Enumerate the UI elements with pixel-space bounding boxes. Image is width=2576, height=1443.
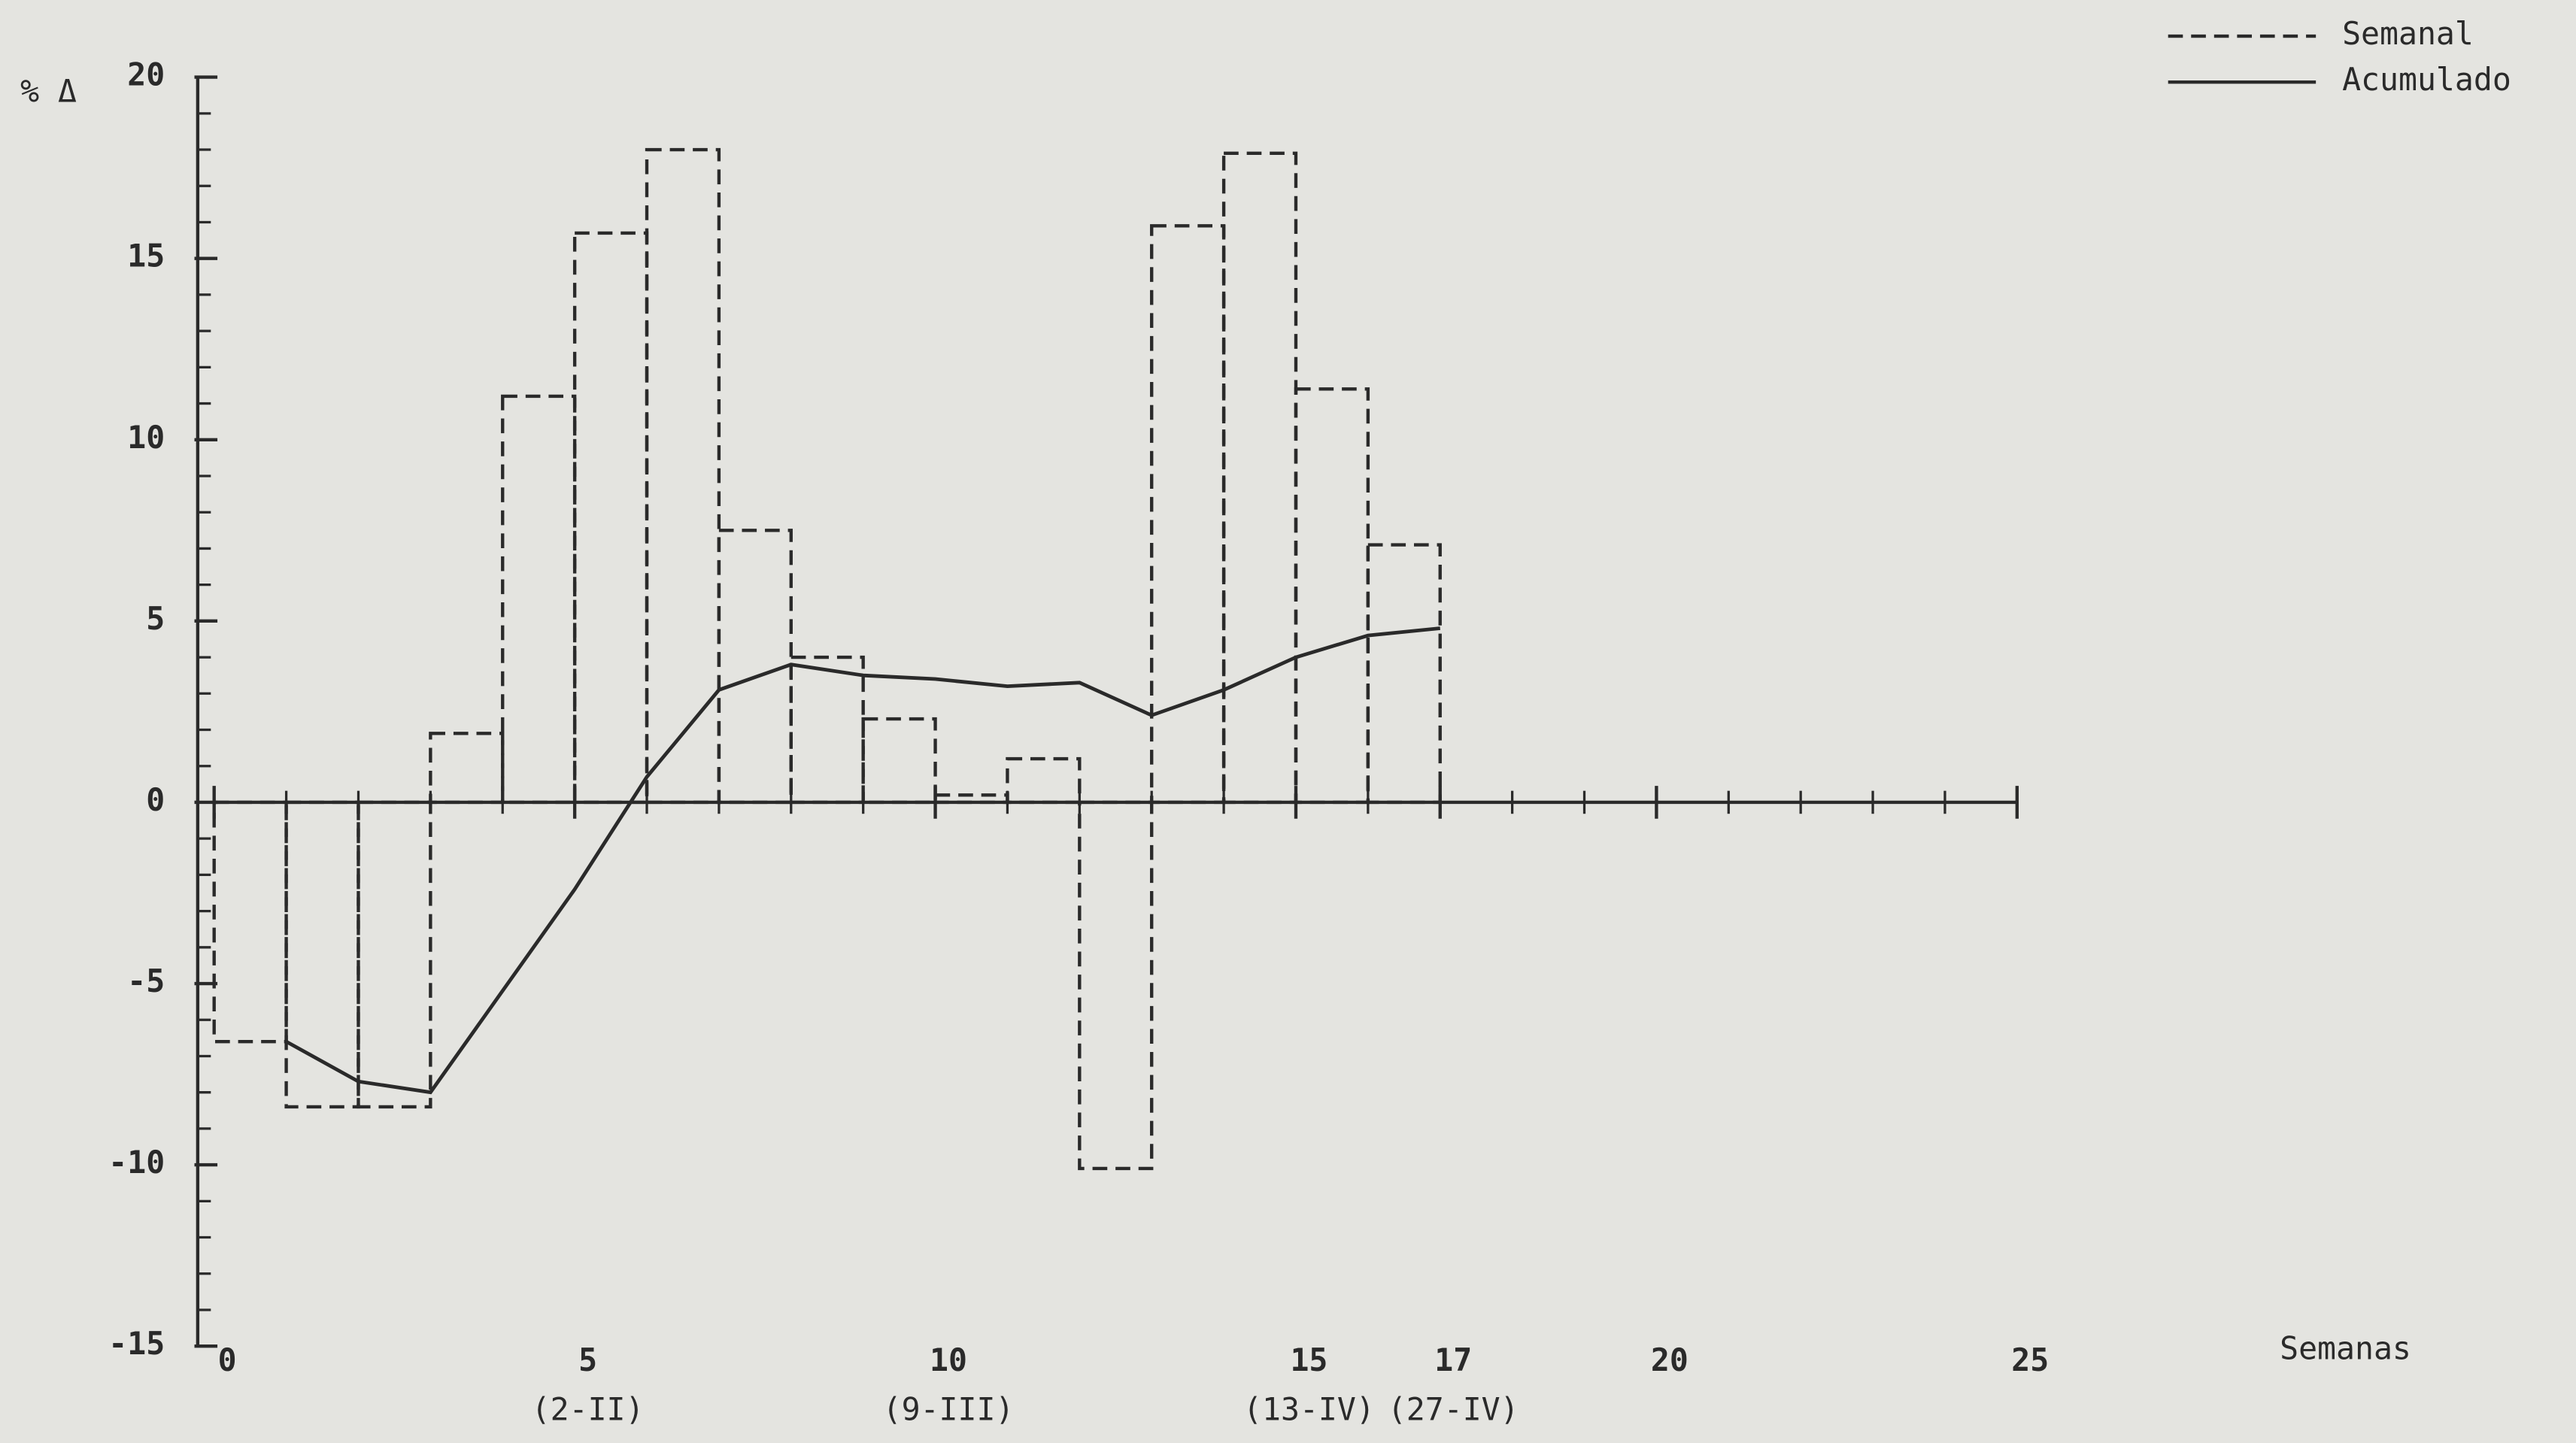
x-tick-date: (27-IV): [1388, 1391, 1519, 1428]
x-axis-label: Semanas: [2280, 1330, 2411, 1367]
y-axis-label: % Δ: [20, 72, 77, 109]
weekly-bar: [357, 800, 432, 1109]
weekly-bar: [645, 147, 721, 805]
weekly-bar: [284, 800, 360, 1109]
cumulative-line: [285, 626, 1440, 1095]
weekly-bar: [501, 394, 577, 805]
y-tick-label: 10: [127, 419, 165, 456]
weekly-bar: [1006, 756, 1082, 805]
weekly-bar: [1078, 800, 1154, 1171]
x-tick-date: (9-III): [883, 1391, 1015, 1428]
x-tick-label: 5: [578, 1341, 597, 1378]
y-tick-label: 5: [146, 600, 165, 637]
x-tick-label: 17: [1434, 1341, 1472, 1378]
weekly-bar: [1366, 543, 1442, 805]
x-tick-label: 0: [218, 1341, 237, 1378]
y-tick-label: -10: [108, 1144, 165, 1181]
y-tick-label: -15: [108, 1325, 165, 1362]
x-tick-date: (13-IV): [1243, 1391, 1375, 1428]
y-tick-label: -5: [127, 963, 165, 999]
y-tick-label: 15: [127, 238, 165, 274]
legend-label: Acumulado: [2342, 61, 2511, 98]
legend-label: Semanal: [2342, 15, 2474, 52]
x-tick-label: 25: [2011, 1341, 2049, 1378]
x-tick-date: (2-II): [532, 1391, 645, 1428]
x-tick-label: 15: [1290, 1341, 1327, 1378]
weekly-bar: [861, 717, 937, 805]
y-tick-label: 0: [146, 781, 165, 818]
y-tick-label: 20: [127, 56, 165, 93]
x-tick-label: 20: [1651, 1341, 1689, 1378]
weekly-bar: [1150, 224, 1226, 805]
x-tick-label: 10: [930, 1341, 967, 1378]
